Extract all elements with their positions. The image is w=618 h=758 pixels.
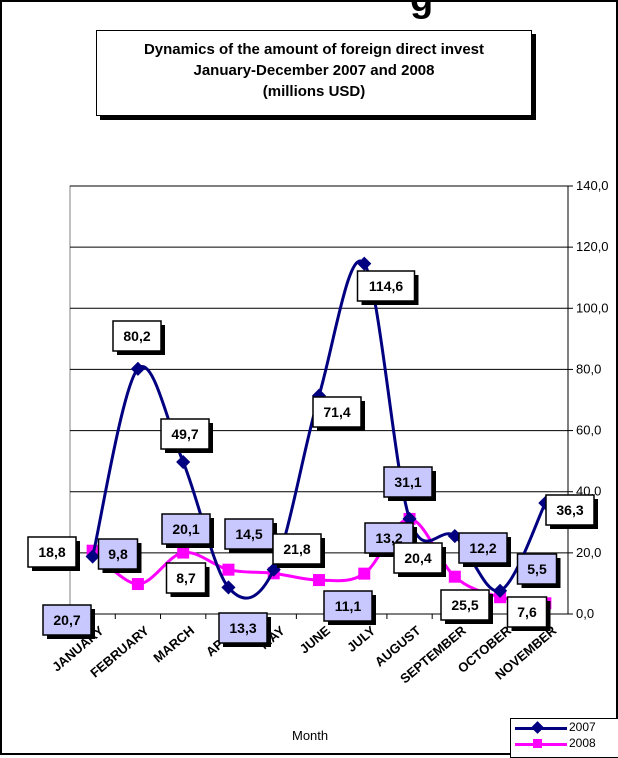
header-fragment: g [410, 0, 433, 21]
chart-title-line-1: Dynamics of the amount of foreign direct… [143, 41, 485, 58]
data-label-box [545, 494, 595, 526]
point-2008-september [448, 570, 461, 583]
data-label: 8,7 [176, 570, 196, 586]
chart-title-box: Dynamics of the amount of foreign direct… [96, 30, 532, 116]
y-tick-label: 20,0 [576, 545, 601, 560]
data-label: 31,1 [394, 474, 421, 490]
legend-item-2008: 2008 [511, 735, 618, 751]
data-label: 20,1 [172, 521, 199, 537]
data-label-box [506, 596, 548, 628]
data-label: 18,8 [38, 544, 65, 560]
data-label: 114,6 [369, 278, 403, 294]
data-label-box [112, 320, 162, 352]
data-label: 36,3 [556, 502, 583, 518]
data-label: 14,5 [235, 526, 262, 542]
y-tick-label: 140,0 [576, 178, 609, 193]
data-label: 13,3 [229, 620, 256, 636]
data-label: 12,2 [469, 540, 496, 556]
data-label-box [383, 466, 433, 498]
point-2008-february [131, 578, 144, 591]
data-label-box [393, 542, 443, 574]
y-tick-label: 120,0 [576, 239, 609, 254]
data-label-box [165, 562, 207, 594]
y-tick-label: 60,0 [576, 423, 601, 438]
point-2008-july [358, 567, 371, 580]
diamond-marker-icon [531, 721, 544, 734]
point-2007-july [357, 256, 372, 271]
x-tick-label: MARCH [150, 623, 197, 666]
data-label: 7,6 [517, 604, 537, 620]
point-2007-march [176, 454, 191, 470]
data-label: 80,2 [123, 328, 150, 344]
point-2007-february [130, 361, 145, 376]
data-label-box [312, 396, 362, 428]
point-2007-october [493, 583, 508, 598]
data-label-box [42, 604, 92, 636]
y-tick-label: 80,0 [576, 361, 601, 376]
data-label: 49,7 [171, 426, 198, 442]
data-label-box [160, 418, 210, 450]
chart-title-line-3: (millions USD) [262, 83, 366, 100]
legend-label-2008: 2008 [569, 736, 596, 750]
data-label: 71,4 [323, 404, 350, 420]
data-label: 20,4 [404, 550, 431, 566]
square-marker-icon [533, 739, 542, 748]
point-2007-april [221, 580, 236, 595]
y-tick-label: 100,0 [576, 300, 609, 315]
point-2007-january [85, 549, 100, 564]
legend-label-2007: 2007 [569, 720, 596, 734]
point-2008-june [313, 574, 325, 587]
data-label: 21,8 [283, 541, 310, 557]
data-label-box [516, 553, 558, 585]
legend-item-2007: 2007 [511, 719, 618, 735]
y-tick-label: 0,0 [576, 606, 594, 621]
data-label-box [27, 536, 77, 568]
point-2008-march [177, 546, 190, 559]
chart-title-line-2: January-December 2007 and 2008 [193, 62, 435, 79]
data-label-box [440, 589, 490, 621]
legend: 2007 2008 [510, 718, 618, 758]
data-label-box [458, 532, 508, 564]
point-2008-april [222, 563, 235, 576]
x-tick-label: JULY [344, 623, 378, 655]
data-label: 13,2 [375, 530, 402, 546]
data-label-box [356, 270, 416, 302]
data-label: 20,7 [53, 612, 80, 628]
data-label-box [272, 533, 322, 565]
data-label: 5,5 [527, 561, 547, 577]
data-label: 11,1 [335, 598, 362, 614]
data-label-box [218, 612, 268, 644]
x-tick-label: JUNE [297, 623, 333, 657]
data-label: 9,8 [108, 546, 128, 562]
data-label-box [161, 513, 211, 545]
x-axis-title: Month [292, 728, 329, 743]
data-label-box [97, 538, 139, 570]
data-label-box [323, 590, 373, 622]
data-label: 25,5 [451, 597, 478, 613]
